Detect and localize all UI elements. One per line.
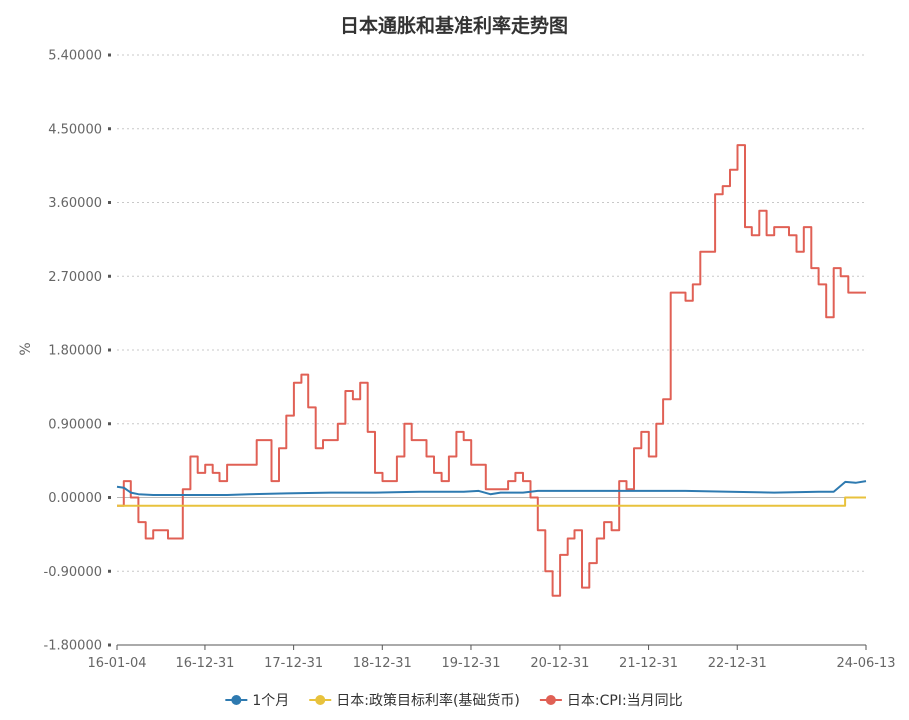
legend-marker-dot — [231, 695, 242, 705]
x-tick-label: 17-12-31 — [264, 656, 323, 671]
series-line — [116, 480, 867, 496]
legend-item[interactable]: 日本:政策目标利率(基础货币) — [309, 692, 520, 709]
y-tick-mark — [108, 53, 111, 57]
y-tick-label: 1.80000 — [48, 344, 102, 359]
x-tick-label: 19-12-31 — [441, 656, 500, 671]
x-tick-label: 18-12-31 — [353, 656, 412, 671]
legend-item[interactable]: 1个月 — [225, 693, 289, 709]
series-line — [117, 496, 866, 507]
chart-title: 日本通胀和基准利率走势图 — [340, 14, 568, 37]
x-tick-label: 22-12-31 — [708, 656, 767, 671]
x-tick-label: 20-12-31 — [530, 656, 589, 671]
y-tick-label: -0.90000 — [44, 565, 102, 580]
y-tick-label: 0.90000 — [48, 417, 102, 432]
y-tick-mark — [108, 348, 111, 352]
legend-item[interactable]: 日本:CPI:当月同比 — [539, 693, 683, 709]
y-tick-mark — [108, 643, 111, 647]
axes: -1.80000 -0.90000 0.00000 0.90000 1.80000 2.7… — [44, 49, 896, 672]
legend-label: 日本:政策目标利率(基础货币) — [336, 692, 520, 709]
y-tick-label: 0.00000 — [48, 491, 102, 506]
x-tick-label: 24-06-13 — [836, 656, 895, 671]
y-tick-label: 3.60000 — [48, 196, 102, 211]
y-tick-mark — [108, 496, 111, 499]
y-tick-label: 4.50000 — [48, 122, 102, 137]
gridlines — [117, 54, 866, 572]
legend-label: 1个月 — [252, 693, 289, 709]
y-tick-mark — [108, 569, 111, 573]
series-line — [117, 144, 866, 597]
y-tick-mark — [108, 127, 111, 131]
x-tick-label: 16-01-04 — [87, 656, 146, 671]
legend-marker-dot — [545, 695, 556, 705]
x-tick-label: 16-12-31 — [175, 656, 234, 671]
y-tick-label: -1.80000 — [44, 639, 102, 654]
y-tick-mark — [108, 274, 111, 278]
legend-marker-dot — [315, 695, 326, 705]
legend-label: 日本:CPI:当月同比 — [567, 693, 683, 709]
y-tick-mark — [108, 422, 111, 426]
y-tick-mark — [108, 201, 111, 204]
y-tick-label: 5.40000 — [48, 49, 102, 64]
x-tick-label: 21-12-31 — [619, 656, 678, 671]
y-tick-label: 2.70000 — [48, 270, 102, 285]
y-axis-label: % — [18, 342, 34, 355]
series-lines — [116, 144, 867, 597]
legend[interactable]: 1个月 日本:政策目标利率(基础货币) 日本:CPI:当月同比 — [225, 692, 683, 709]
